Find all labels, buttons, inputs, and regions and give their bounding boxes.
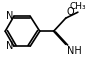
Text: CH₃: CH₃ — [70, 2, 86, 11]
Text: N: N — [6, 41, 13, 51]
Text: NH: NH — [67, 46, 81, 56]
Text: N: N — [6, 11, 13, 21]
Text: O: O — [67, 7, 74, 17]
